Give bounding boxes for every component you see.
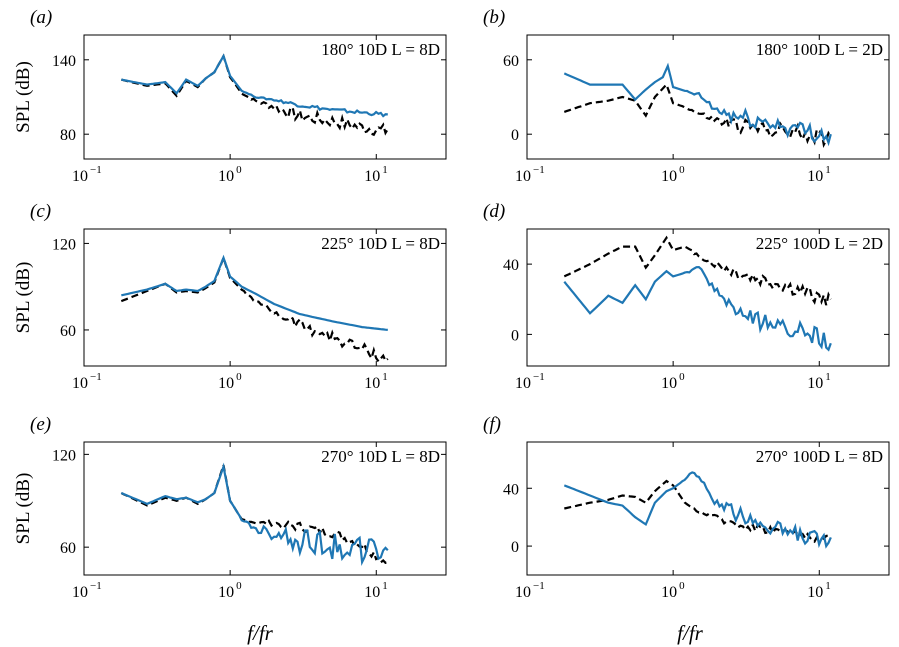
x-tick-exponent: 1	[825, 371, 831, 383]
plot-frame	[526, 34, 890, 160]
series-solid-line	[563, 471, 832, 549]
series-solid-line	[563, 62, 832, 147]
x-tick-exponent: 0	[236, 580, 242, 592]
series-dashed-line	[120, 464, 388, 564]
series-dashed-line	[120, 254, 389, 364]
x-tick-exponent: 0	[679, 371, 685, 383]
panel-label: (a)	[30, 7, 52, 28]
y-tick-label: 40	[503, 481, 519, 498]
x-tick-label: 10	[364, 168, 380, 185]
y-tick-label: 60	[60, 540, 76, 557]
plot-frame	[83, 34, 447, 160]
panel-annotation: 180° 10D L = 8D	[321, 40, 440, 59]
y-tick-label: 0	[511, 539, 519, 556]
panel-label: (c)	[30, 201, 51, 222]
x-tick-label: 10	[72, 168, 88, 185]
x-tick-label: 10	[72, 584, 88, 601]
x-tick-exponent: 0	[679, 164, 685, 176]
plot-frame	[83, 228, 447, 367]
series-solid-line	[120, 462, 389, 567]
x-axis-label-right: f/fr	[677, 621, 704, 645]
x-tick-label: 10	[515, 584, 531, 601]
panel-annotation: 270° 100D L = 8D	[756, 447, 883, 466]
x-tick-exponent: 1	[825, 164, 831, 176]
series-solid-line	[563, 265, 832, 352]
x-tick-label: 10	[807, 584, 823, 601]
plot-frame	[526, 441, 890, 576]
series-solid-line	[121, 53, 388, 118]
y-axis-label: SPL (dB)	[13, 262, 34, 334]
panel-label: (b)	[483, 7, 505, 28]
y-axis-label: SPL (dB)	[13, 473, 34, 545]
plot-frame	[83, 441, 447, 576]
y-tick-label: 40	[503, 257, 519, 274]
x-tick-label: 10	[515, 168, 531, 185]
x-tick-label: 10	[661, 584, 677, 601]
series-dashed-line	[121, 53, 389, 137]
x-tick-label: 10	[661, 168, 677, 185]
panel-label: (e)	[30, 414, 51, 435]
x-tick-label: 10	[661, 375, 677, 392]
x-tick-label: 10	[218, 584, 234, 601]
panel-label: (f)	[483, 414, 501, 435]
x-tick-exponent: −1	[90, 580, 102, 592]
x-tick-label: 10	[218, 375, 234, 392]
x-tick-exponent: 1	[825, 580, 831, 592]
y-tick-label: 140	[52, 53, 76, 70]
x-tick-label: 10	[218, 168, 234, 185]
panel-annotation: 225° 100D L = 2D	[756, 234, 883, 253]
y-tick-label: 60	[60, 323, 76, 340]
x-tick-label: 10	[807, 168, 823, 185]
x-axis-label-left: f/fr	[247, 621, 274, 645]
x-tick-exponent: 0	[679, 580, 685, 592]
x-tick-exponent: 0	[236, 164, 242, 176]
panel-annotation: 270° 10D L = 8D	[321, 447, 440, 466]
x-tick-exponent: −1	[533, 164, 545, 176]
x-tick-label: 10	[364, 375, 380, 392]
y-tick-label: 0	[511, 127, 519, 144]
panel-annotation: 180° 100D L = 2D	[756, 40, 883, 59]
x-tick-exponent: 1	[382, 371, 388, 383]
y-tick-label: 120	[52, 236, 76, 253]
y-tick-label: 60	[503, 53, 519, 70]
x-tick-label: 10	[364, 584, 380, 601]
x-tick-exponent: −1	[533, 371, 545, 383]
x-tick-exponent: −1	[90, 164, 102, 176]
y-tick-label: 0	[511, 327, 519, 344]
y-tick-label: 80	[60, 127, 76, 144]
x-tick-exponent: 1	[382, 164, 388, 176]
x-tick-exponent: −1	[533, 580, 545, 592]
panel-label: (d)	[483, 201, 505, 222]
y-axis-label: SPL (dB)	[13, 61, 34, 133]
x-tick-label: 10	[807, 375, 823, 392]
x-tick-exponent: 1	[382, 580, 388, 592]
plot-frame	[526, 228, 890, 367]
panel-annotation: 225° 10D L = 8D	[321, 234, 440, 253]
series-dashed-line	[563, 235, 832, 306]
x-tick-exponent: −1	[90, 371, 102, 383]
x-tick-label: 10	[72, 375, 88, 392]
y-tick-label: 120	[52, 447, 76, 464]
x-tick-label: 10	[515, 375, 531, 392]
x-tick-exponent: 0	[236, 371, 242, 383]
series-solid-line	[121, 254, 388, 331]
